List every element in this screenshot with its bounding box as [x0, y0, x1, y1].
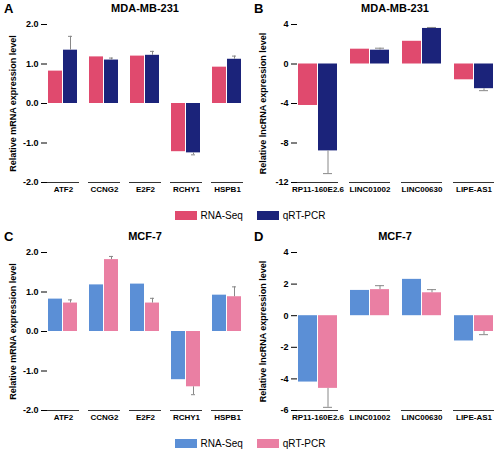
- svg-text:2.0: 2.0: [26, 19, 39, 29]
- svg-text:CCNG2: CCNG2: [90, 413, 119, 422]
- svg-text:0: 0: [283, 311, 288, 321]
- svg-text:-4: -4: [280, 98, 288, 108]
- svg-text:4: 4: [283, 19, 288, 29]
- svg-text:-2.0: -2.0: [23, 405, 39, 415]
- svg-text:4: 4: [283, 247, 288, 257]
- svg-text:0.0: 0.0: [26, 98, 39, 108]
- svg-text:1.0: 1.0: [26, 59, 39, 69]
- svg-text:HSPB1: HSPB1: [214, 185, 241, 194]
- svg-text:LINC01002: LINC01002: [350, 185, 391, 194]
- svg-text:1.0: 1.0: [26, 287, 39, 297]
- svg-text:LINC00630: LINC00630: [402, 413, 443, 422]
- svg-text:2: 2: [283, 279, 288, 289]
- svg-text:Relative mRNA expression level: Relative mRNA expression level: [8, 35, 18, 172]
- svg-text:-1.0: -1.0: [23, 138, 39, 148]
- svg-text:E2F2: E2F2: [136, 185, 156, 194]
- html-text:B: B: [254, 1, 264, 16]
- svg-text:ATF2: ATF2: [54, 413, 74, 422]
- svg-text:RCHY1: RCHY1: [173, 413, 201, 422]
- svg-text:0: 0: [283, 59, 288, 69]
- svg-text:0.0: 0.0: [26, 326, 39, 336]
- svg-text:LINC01002: LINC01002: [350, 413, 391, 422]
- svg-text:RP11-160E2.6: RP11-160E2.6: [292, 413, 345, 422]
- svg-text:-4: -4: [280, 374, 288, 384]
- svg-text:2.0: 2.0: [26, 247, 39, 257]
- svg-text:CCNG2: CCNG2: [90, 185, 119, 194]
- svg-text:-2.0: -2.0: [23, 177, 39, 187]
- html-text:A: A: [4, 1, 14, 16]
- svg-text:LIPE-AS1: LIPE-AS1: [456, 413, 493, 422]
- svg-text:-6: -6: [280, 405, 288, 415]
- svg-text:E2F2: E2F2: [136, 413, 156, 422]
- svg-text:-8: -8: [280, 138, 288, 148]
- svg-text:-1.0: -1.0: [23, 366, 39, 376]
- html-text:qRT-PCR: qRT-PCR: [282, 437, 326, 449]
- svg-text:-2: -2: [280, 342, 288, 352]
- svg-text:LINC00630: LINC00630: [402, 185, 443, 194]
- svg-text:Relative lncRNA expression lev: Relative lncRNA expression level: [258, 33, 268, 175]
- html-text:RNA-Seq: RNA-Seq: [200, 437, 243, 449]
- svg-text:ATF2: ATF2: [54, 185, 74, 194]
- html-text:MCF-7: MCF-7: [128, 230, 162, 242]
- html-text:qRT-PCR: qRT-PCR: [282, 209, 326, 221]
- html-text:MDA-MB-231: MDA-MB-231: [361, 2, 429, 14]
- svg-text:RCHY1: RCHY1: [173, 185, 201, 194]
- svg-text:Relative mRNA expression level: Relative mRNA expression level: [8, 263, 18, 400]
- svg-text:RP11-160E2.6: RP11-160E2.6: [292, 185, 345, 194]
- html-text:MDA-MB-231: MDA-MB-231: [111, 2, 179, 14]
- html-text:RNA-Seq: RNA-Seq: [200, 209, 243, 221]
- html-text:C: C: [4, 229, 14, 244]
- html-text:MCF-7: MCF-7: [378, 230, 412, 242]
- svg-text:-12: -12: [275, 177, 288, 187]
- svg-text:Relative lncRNA expression lev: Relative lncRNA expression level: [258, 261, 268, 403]
- svg-text:HSPB1: HSPB1: [214, 413, 241, 422]
- svg-text:LIPE-AS1: LIPE-AS1: [456, 185, 493, 194]
- html-text:D: D: [254, 229, 264, 244]
